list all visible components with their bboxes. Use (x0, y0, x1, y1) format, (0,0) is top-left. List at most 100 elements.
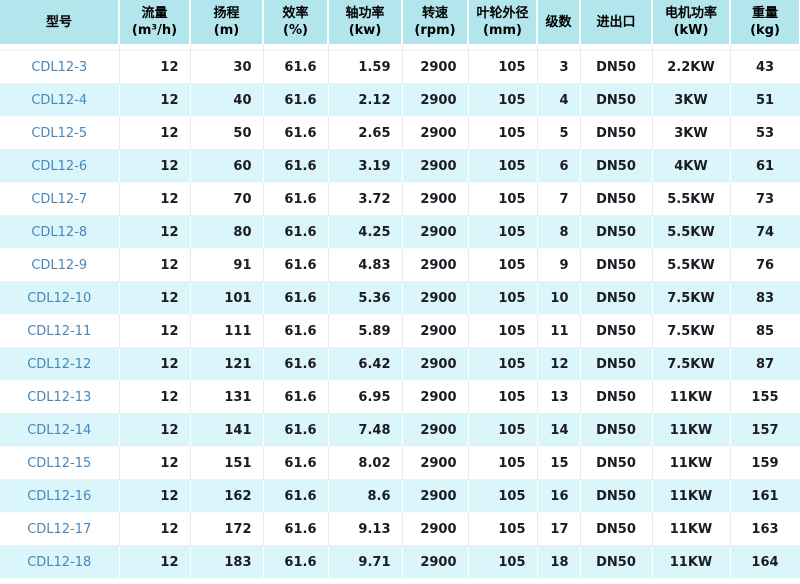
shaft-power-cell: 1.59 (328, 50, 403, 84)
stages-cell: 10 (537, 281, 581, 315)
speed-cell: 2900 (402, 116, 469, 150)
weight-cell: 155 (730, 380, 800, 414)
head-cell: 101 (190, 281, 264, 315)
impeller-diameter-cell: 105 (468, 512, 538, 546)
efficiency-cell: 61.6 (263, 116, 329, 150)
spacer-cell (580, 44, 653, 51)
stages-cell: 3 (537, 50, 581, 84)
efficiency-cell: 61.6 (263, 545, 329, 579)
spacer-cell (652, 44, 731, 51)
weight-cell: 61 (730, 149, 800, 183)
head-cell: 111 (190, 314, 264, 348)
weight-cell: 74 (730, 215, 800, 249)
spacer-cell (468, 44, 538, 51)
table-header: 型号 流量 (m³/h) 扬程 (m) 效率 (%) 轴功率 (kw) 转速 (rpm) 叶轮外径 (m… (0, 0, 800, 44)
column-label: 型号 (45, 14, 72, 30)
motor-power-cell: 11KW (652, 413, 731, 447)
weight-cell: 73 (730, 182, 800, 216)
impeller-diameter-cell: 105 (468, 182, 538, 216)
efficiency-cell: 61.6 (263, 446, 329, 480)
speed-cell: 2900 (402, 545, 469, 579)
weight-cell: 157 (730, 413, 800, 447)
column-unit: (mm) (483, 23, 522, 38)
speed-cell: 2900 (402, 83, 469, 117)
head-cell: 70 (190, 182, 264, 216)
impeller-diameter-cell: 105 (468, 248, 538, 282)
ports-cell: DN50 (580, 182, 653, 216)
shaft-power-cell: 6.42 (328, 347, 403, 381)
shaft-power-cell: 6.95 (328, 380, 403, 414)
stages-cell: 8 (537, 215, 581, 249)
shaft-power-cell: 7.48 (328, 413, 403, 447)
shaft-power-cell: 9.71 (328, 545, 403, 579)
stages-cell: 12 (537, 347, 581, 381)
impeller-diameter-cell: 105 (468, 116, 538, 150)
head-cell: 151 (190, 446, 264, 480)
stages-cell: 11 (537, 314, 581, 348)
motor-power-cell: 7.5KW (652, 281, 731, 315)
column-label: 流量 (141, 6, 168, 21)
stages-cell: 13 (537, 380, 581, 414)
ports-cell: DN50 (580, 545, 653, 579)
column-unit: (kW) (673, 23, 709, 38)
speed-cell: 2900 (402, 512, 469, 546)
motor-power-cell: 11KW (652, 512, 731, 546)
impeller-diameter-cell: 105 (468, 215, 538, 249)
ports-cell: DN50 (580, 446, 653, 480)
motor-power-cell: 11KW (652, 479, 731, 513)
speed-cell: 2900 (402, 149, 469, 183)
flow-cell: 12 (119, 380, 191, 414)
motor-power-cell: 11KW (652, 446, 731, 480)
flow-cell: 12 (119, 446, 191, 480)
table-row: CDL12-5 12 50 61.6 2.65 2900 105 5 DN50 3KW 53 (0, 116, 800, 150)
table-row: CDL12-11 12 111 61.6 5.89 2900 105 11 DN50 7.5KW 8… (0, 314, 800, 348)
ports-cell: DN50 (580, 413, 653, 447)
efficiency-cell: 61.6 (263, 281, 329, 315)
motor-power-cell: 11KW (652, 545, 731, 579)
spacer-cell (119, 44, 191, 51)
column-header-stages: 级数 (537, 0, 581, 44)
column-header-efficiency: 效率 (%) (263, 0, 329, 44)
table-row: CDL12-9 12 91 61.6 4.83 2900 105 9 DN50 5.5KW 76 (0, 248, 800, 282)
stages-cell: 5 (537, 116, 581, 150)
head-cell: 91 (190, 248, 264, 282)
impeller-diameter-cell: 105 (468, 347, 538, 381)
speed-cell: 2900 (402, 314, 469, 348)
table-body: CDL12-3 12 30 61.6 1.59 2900 105 3 DN50 2.2KW 43 CD… (0, 44, 800, 579)
model-cell: CDL12-6 (0, 149, 120, 183)
table-row: CDL12-18 12 183 61.6 9.71 2900 105 18 DN50 11KW 16… (0, 545, 800, 579)
stages-cell: 17 (537, 512, 581, 546)
column-header-ports: 进出口 (580, 0, 653, 44)
efficiency-cell: 61.6 (263, 182, 329, 216)
flow-cell: 12 (119, 314, 191, 348)
spacer-cell (263, 44, 329, 51)
motor-power-cell: 4KW (652, 149, 731, 183)
flow-cell: 12 (119, 50, 191, 84)
head-cell: 141 (190, 413, 264, 447)
shaft-power-cell: 4.25 (328, 215, 403, 249)
impeller-diameter-cell: 105 (468, 479, 538, 513)
spacer-cell (537, 44, 581, 51)
flow-cell: 12 (119, 281, 191, 315)
column-header-motor-power: 电机功率 (kW) (652, 0, 731, 44)
stages-cell: 16 (537, 479, 581, 513)
ports-cell: DN50 (580, 50, 653, 84)
model-cell: CDL12-15 (0, 446, 120, 480)
flow-cell: 12 (119, 182, 191, 216)
weight-cell: 83 (730, 281, 800, 315)
ports-cell: DN50 (580, 248, 653, 282)
shaft-power-cell: 4.83 (328, 248, 403, 282)
head-cell: 162 (190, 479, 264, 513)
head-cell: 60 (190, 149, 264, 183)
weight-cell: 76 (730, 248, 800, 282)
motor-power-cell: 5.5KW (652, 182, 731, 216)
efficiency-cell: 61.6 (263, 248, 329, 282)
model-cell: CDL12-10 (0, 281, 120, 315)
model-cell: CDL12-5 (0, 116, 120, 150)
efficiency-cell: 61.6 (263, 380, 329, 414)
speed-cell: 2900 (402, 182, 469, 216)
ports-cell: DN50 (580, 347, 653, 381)
weight-cell: 43 (730, 50, 800, 84)
ports-cell: DN50 (580, 149, 653, 183)
column-header-shaft-power: 轴功率 (kw) (328, 0, 403, 44)
